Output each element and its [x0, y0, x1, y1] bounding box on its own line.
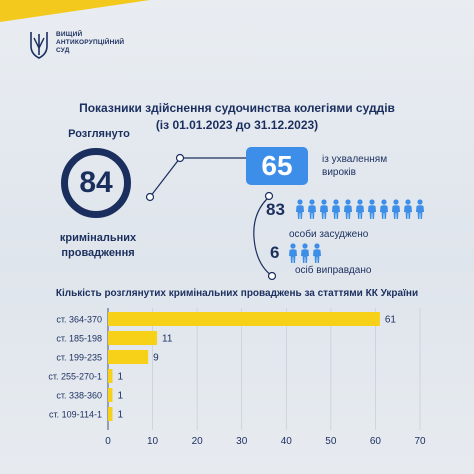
x-tick-label: 40 — [281, 436, 293, 447]
court-name-line: ВИЩИЙ — [56, 31, 83, 38]
bar — [108, 331, 158, 345]
data-label: 61 — [385, 315, 397, 326]
x-tick-label: 70 — [414, 436, 426, 447]
verdicts-value: 65 — [261, 150, 293, 181]
person-icon — [308, 199, 316, 219]
x-tick-label: 10 — [147, 436, 159, 447]
x-tick-label: 60 — [370, 436, 382, 447]
y-tick-label: ст. 338-360 — [56, 391, 102, 401]
data-label: 11 — [162, 334, 173, 345]
page-subtitle: (із 01.01.2023 до 31.12.2023) — [155, 118, 319, 132]
trident-icon — [30, 32, 48, 59]
considered-caption-line: кримінальних — [59, 232, 137, 244]
data-label: 9 — [153, 353, 159, 364]
person-icon — [332, 199, 340, 219]
court-logo: ВИЩИЙ АНТИКОРУПЦІЙНИЙ СУД — [30, 30, 124, 60]
person-icon — [296, 199, 304, 219]
x-tick-label: 20 — [192, 436, 204, 447]
page-title: Показники здійснення судочинства колегія… — [79, 101, 395, 115]
person-icon — [368, 199, 376, 219]
person-icon — [416, 199, 424, 219]
acquitted-label: осіб виправдано — [295, 265, 372, 276]
court-name-line: АНТИКОРУПЦІЙНИЙ — [56, 39, 125, 46]
corner-accent — [0, 0, 150, 22]
data-label: 1 — [117, 391, 123, 402]
data-label: 1 — [117, 372, 123, 383]
verdicts-caption-line: із ухваленням — [322, 154, 388, 165]
person-icon — [344, 199, 352, 219]
x-tick-label: 50 — [325, 436, 337, 447]
verdicts-box: 65 — [246, 147, 308, 185]
person-icon — [404, 199, 412, 219]
data-label: 1 — [117, 410, 123, 421]
bar — [108, 350, 149, 364]
convicted-value: 83 — [266, 200, 285, 219]
person-icon — [392, 199, 400, 219]
y-tick-label: ст. 364-370 — [56, 315, 102, 325]
person-icon — [313, 243, 321, 263]
considered-caption: кримінальних провадження — [38, 231, 158, 261]
verdicts-caption: із ухваленням вироків — [322, 153, 412, 179]
verdicts-caption-line: вироків — [322, 167, 356, 178]
court-name-line: СУД — [56, 47, 70, 54]
y-tick-label: ст. 109-114-1 — [49, 410, 102, 420]
y-tick-label: ст. 185-198 — [56, 334, 102, 344]
y-tick-label: ст. 199-235 — [56, 353, 102, 363]
court-name: ВИЩИЙ АНТИКОРУПЦІЙНИЙ СУД — [56, 30, 124, 55]
considered-caption-line: провадження — [61, 247, 135, 259]
person-icon — [356, 199, 364, 219]
considered-label: Розглянуто — [68, 128, 130, 140]
person-icon — [289, 243, 297, 263]
person-icon — [301, 243, 309, 263]
acquitted-people-icons — [288, 243, 322, 263]
convicted-people-icons — [295, 199, 425, 219]
x-tick-label: 0 — [105, 436, 111, 447]
acquitted-value: 6 — [270, 243, 280, 262]
considered-value: 84 — [79, 166, 113, 199]
person-icon — [320, 199, 328, 219]
bar — [108, 407, 113, 421]
considered-circle: 84 — [61, 148, 131, 218]
x-tick-label: 30 — [236, 436, 248, 447]
y-tick-label: ст. 255-270-1 — [48, 372, 102, 382]
person-icon — [380, 199, 388, 219]
convicted-label: особи засуджено — [289, 229, 369, 240]
chart-title: Кількість розглянутих кримінальних прова… — [55, 288, 419, 299]
bar — [108, 312, 380, 326]
bar — [108, 369, 113, 383]
bar — [108, 388, 113, 402]
